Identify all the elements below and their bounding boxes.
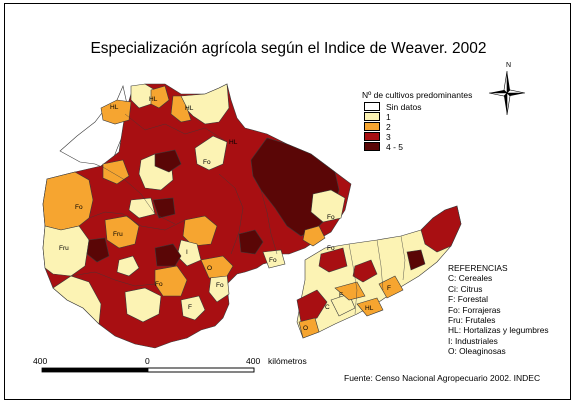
region-mes-c bbox=[296, 289, 328, 323]
region-sw-yellow bbox=[52, 275, 102, 325]
map-label: Fo bbox=[327, 214, 335, 221]
region-north-dark bbox=[100, 99, 132, 125]
legend-item-3: 3 bbox=[364, 131, 391, 142]
scale-label-right: 400 bbox=[246, 356, 261, 366]
region-mes-f2 bbox=[334, 281, 366, 301]
reference-item: F: Forestal bbox=[448, 294, 489, 305]
region-mes-hl bbox=[356, 297, 384, 317]
region-se-dark bbox=[238, 229, 264, 255]
legend-label: 1 bbox=[386, 111, 391, 122]
region-north-yellow bbox=[180, 83, 230, 125]
map-label: Fo bbox=[269, 257, 277, 264]
legend-swatch bbox=[364, 142, 380, 151]
region-south-yellow bbox=[124, 287, 162, 323]
region-mid-orange bbox=[102, 159, 130, 185]
region-west-orange bbox=[42, 171, 94, 231]
region-west-dark bbox=[86, 237, 110, 263]
scale-label-mid: 0 bbox=[145, 356, 150, 366]
region-mes-orange bbox=[378, 275, 404, 299]
map-label: HL bbox=[149, 96, 158, 103]
map-label: O bbox=[207, 265, 212, 272]
legend-label: 3 bbox=[386, 131, 391, 142]
map-canvas: HL HL HL Fo HL Fo Fru Fru I Fo Fo C Fo F… bbox=[41, 70, 526, 373]
legend-label: 4 - 5 bbox=[386, 141, 404, 152]
region-fru-block bbox=[104, 215, 140, 249]
legend-swatch bbox=[364, 112, 380, 121]
legend-swatch bbox=[364, 132, 380, 141]
region-mes-o bbox=[298, 317, 320, 339]
reference-item: Ci: Citrus bbox=[448, 283, 483, 294]
map-label: F bbox=[387, 285, 391, 292]
legend-label: 2 bbox=[386, 121, 391, 132]
north-label: N bbox=[506, 62, 512, 69]
map-label: HL bbox=[229, 139, 238, 146]
region-fo-yellow-a bbox=[194, 135, 228, 171]
legend-label: Sin datos bbox=[386, 101, 422, 112]
region-hl-small bbox=[150, 85, 170, 109]
region-mid-dark bbox=[152, 197, 176, 219]
map-frame: Especialización agrícola según el Indice… bbox=[4, 3, 571, 400]
region-mes-ci bbox=[318, 247, 348, 273]
region-mes-dark2 bbox=[406, 249, 426, 271]
region-fo-c bbox=[262, 249, 286, 269]
map-label: Fo bbox=[155, 281, 163, 288]
reference-item: Fo: Forrajeras bbox=[448, 304, 501, 315]
map-label: Fru bbox=[113, 231, 123, 238]
map-title: Especialización agrícola según el Indice… bbox=[90, 40, 487, 57]
scale-unit: kilómetros bbox=[268, 356, 307, 366]
boundaries bbox=[70, 113, 406, 315]
legend-item-sin-datos: Sin datos bbox=[364, 101, 421, 112]
region-center-orange bbox=[182, 215, 218, 247]
legend-item-1: 1 bbox=[364, 111, 391, 122]
legend-title: Nº de cultivos predominantes bbox=[362, 90, 473, 100]
references-heading: REFERENCIAS bbox=[448, 263, 508, 273]
region-e-orange bbox=[302, 225, 326, 247]
region-e-yellow bbox=[310, 189, 346, 223]
reference-item: I: Industriales bbox=[448, 335, 498, 346]
region-o-orange bbox=[200, 255, 234, 279]
map-label: Fo bbox=[327, 245, 335, 252]
map-label: Fo bbox=[203, 159, 211, 166]
source-note: Fuente: Censo Nacional Agropecuario 2002… bbox=[344, 373, 541, 383]
region-mid-yellow bbox=[128, 197, 156, 219]
reference-item: HL: Hortalizas y legumbres bbox=[448, 325, 549, 336]
references-block: REFERENCIAS C: Cereales Ci: Citrus F: Fo… bbox=[448, 263, 549, 357]
scale-label-left: 400 bbox=[33, 356, 48, 366]
region-north-hl bbox=[170, 95, 192, 123]
region-mes-dark bbox=[420, 205, 462, 253]
region-west-fru bbox=[42, 225, 90, 277]
map-label: I bbox=[186, 249, 188, 256]
map-label: Fo bbox=[216, 282, 224, 289]
map-label: HL bbox=[185, 105, 194, 112]
map-label: C bbox=[325, 304, 330, 311]
map-label: Fo bbox=[75, 204, 83, 211]
reference-item: Fru: Frutales bbox=[448, 315, 496, 326]
reference-item: C: Cereales bbox=[448, 273, 493, 284]
map-label: Fru bbox=[59, 245, 69, 252]
legend-item-2: 2 bbox=[364, 121, 391, 132]
region-hl-w bbox=[154, 149, 182, 173]
map-label: F bbox=[188, 304, 192, 311]
map-label: HL bbox=[110, 104, 119, 111]
region-f-yellow bbox=[180, 295, 206, 321]
region-sc-dark bbox=[154, 243, 182, 267]
scale-bar bbox=[41, 367, 255, 373]
legend-swatch bbox=[364, 102, 380, 111]
legend-item-4-5: 4 - 5 bbox=[364, 141, 403, 152]
legend-swatch bbox=[364, 122, 380, 131]
region-mes-red bbox=[352, 259, 378, 283]
map-label: O bbox=[303, 325, 308, 332]
map-label: HL bbox=[365, 305, 374, 312]
north-arrow-icon bbox=[488, 70, 526, 116]
region-fru-b bbox=[116, 255, 140, 277]
map-label: F bbox=[339, 292, 343, 299]
reference-item: O: Oleaginosas bbox=[448, 346, 506, 357]
